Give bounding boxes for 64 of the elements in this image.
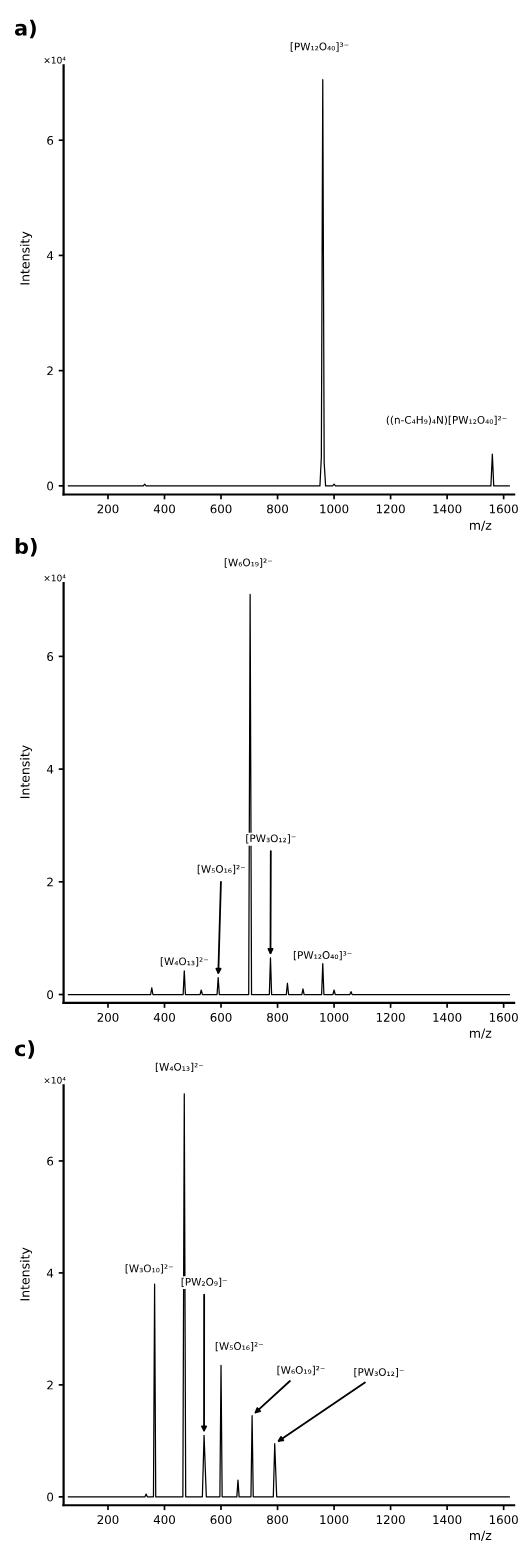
text: ×10⁴ — [44, 574, 66, 582]
x-tick-label: 1600 — [489, 1012, 518, 1022]
x-tick-label: 800 — [267, 1515, 289, 1525]
x-tick-label: 400 — [153, 1012, 175, 1022]
text: ×10⁴ — [44, 56, 66, 64]
y-tick-label: 6 — [47, 135, 54, 145]
annotation: [PW₂O₉]⁻ — [181, 1277, 227, 1287]
y-tick-label: 4 — [46, 251, 54, 260]
x-tick-label: 600 — [210, 1515, 232, 1525]
y-axis-title: Intensity — [19, 745, 33, 799]
y-tick-label: 4 — [46, 1268, 54, 1278]
y-tick-label: 2 — [47, 366, 53, 376]
annotation: [W₆O₁₉]²⁻ — [224, 558, 273, 568]
annotation: [PW₁₂O₄₀]³⁻ — [290, 42, 349, 52]
annotation: [W₅O₁₆]²⁻ — [215, 1341, 264, 1352]
annotation: [W₆O₁₉]²⁻ — [277, 1365, 325, 1376]
line-series — [67, 79, 510, 487]
x-tick-label: 800 — [267, 1012, 289, 1022]
x-axis-title: m/z — [469, 1028, 492, 1039]
x-tick-label: 400 — [153, 504, 175, 514]
x-axis-title: m/z — [469, 520, 492, 531]
y-tick-label: 2 — [47, 877, 53, 887]
annotation: [W₅O₁₆]²⁻ — [197, 864, 245, 875]
x-tick-label: 1600 — [489, 504, 518, 514]
x-tick-label: 1000 — [320, 1515, 349, 1525]
y-tick-label: 2 — [47, 1380, 53, 1390]
x-tick-label: 1200 — [376, 1515, 405, 1525]
x-tick-label: 1000 — [320, 1012, 349, 1022]
x-tick-label: 1200 — [376, 504, 405, 514]
annotation: [PW₃O₁₂]⁻ — [246, 834, 296, 844]
chart-title: b) — [15, 537, 37, 557]
y-tick-label: 0 — [47, 1492, 54, 1502]
x-tick-label: 600 — [210, 504, 232, 514]
y-tick-label: 6 — [47, 1156, 54, 1166]
y-tick-label: 4 — [46, 764, 54, 774]
chart-title: c) — [14, 1040, 35, 1059]
x-tick-label: 800 — [267, 504, 289, 514]
x-tick-label: 1400 — [433, 1012, 462, 1022]
x-tick-label: 1600 — [489, 1515, 518, 1525]
x-tick-label: 200 — [97, 1515, 119, 1525]
y-axis-title: Intensity — [19, 231, 33, 285]
annotation: [W₃O₁₀]²⁻ — [125, 1264, 173, 1274]
x-axis-title: m/z — [469, 1530, 492, 1542]
line-series — [67, 593, 510, 996]
x-tick-label: 1200 — [376, 1012, 405, 1022]
x-tick-label: 600 — [210, 1012, 232, 1022]
y-tick-label: 0 — [47, 990, 54, 1000]
y-tick-label: 0 — [47, 481, 54, 491]
x-tick-label: 400 — [153, 1515, 175, 1525]
annotation: [PW₁₂O₄₀]³⁻ — [293, 950, 352, 961]
text: ×10⁴ — [44, 1076, 66, 1084]
x-tick-label: 200 — [97, 504, 119, 514]
x-tick-label: 1400 — [433, 1515, 462, 1525]
annotation: ((n-C₄H₉)₄N)[PW₁₂O₄₀]²⁻ — [386, 415, 507, 426]
x-tick-label: 200 — [97, 1012, 119, 1022]
annotation: [PW₃O₁₂]⁻ — [354, 1367, 404, 1378]
y-axis-title: Intensity — [19, 1247, 33, 1301]
line-series — [67, 1093, 510, 1498]
annotation: [W₄O₁₃]²⁻ — [155, 1062, 204, 1072]
x-tick-label: 1000 — [320, 504, 349, 514]
x-tick-label: 1400 — [433, 504, 462, 514]
chart-title: a) — [14, 19, 36, 39]
annotation: [W₄O₁₃]²⁻ — [160, 957, 209, 967]
y-tick-label: 6 — [47, 652, 54, 662]
